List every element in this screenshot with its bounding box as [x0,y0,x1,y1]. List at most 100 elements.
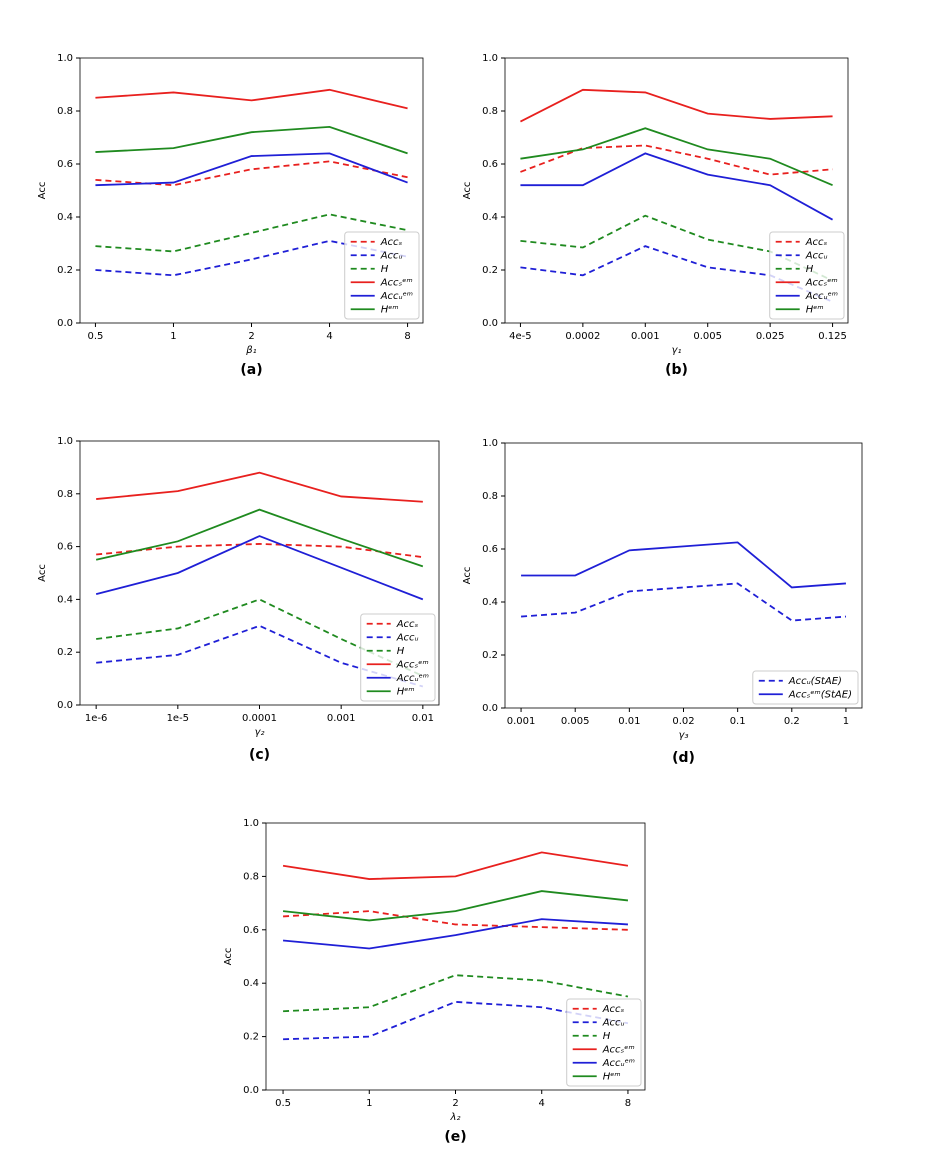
legend: Accₛ Accᵤ H Accₛᵉᵐ Accᵤᵉᵐ Hᵉᵐ [566,998,642,1087]
series-line [96,543,423,559]
caption: (e) [444,1129,466,1145]
x-tick-label: 0.0001 [242,713,277,724]
legend-label: Accᵤᵉᵐ [396,673,429,684]
y-tick-label: 0.0 [243,1085,259,1096]
y-tick-label: 0.4 [482,597,498,608]
chart: 0.0 0.2 0.4 0.6 0.8 1.0 0.001 0.005 0.01 0.02 0.1 0… [462,438,863,766]
legend-label: Accₛᵉᵐ [805,277,838,288]
legend-label: Accᵤ [380,250,403,261]
legend-label: Hᵉᵐ [381,304,399,315]
x-tick-label: 2 [248,331,254,342]
x-tick-label: 1 [366,1098,372,1109]
plot-frame [504,442,863,709]
x-tick-label: 0.1 [730,716,746,727]
x-tick-label: 0.005 [561,716,590,727]
series-line [95,213,408,253]
legend-label: Accᵤᵉᵐ [380,291,413,302]
x-tick-label: 4 [539,1098,545,1109]
x-tick-label: 0.0002 [565,331,600,342]
legend-label: Accᵤ [396,632,419,643]
x-axis-label: λ₂ [450,1112,461,1123]
x-tick-label: 0.001 [507,716,536,727]
y-tick-label: 0.6 [482,159,498,170]
x-tick-label: 1 [170,331,176,342]
series-line [282,910,628,931]
y-tick-label: 0.8 [482,491,498,502]
legend-label: Accₛ [380,237,403,248]
series-line [520,582,847,622]
y-tick-label: 0.0 [482,703,498,714]
legend-label: Accᵤᵉᵐ [805,291,838,302]
legend-label: Accᵤᵉᵐ [602,1058,635,1069]
y-tick-label: 0.0 [482,318,498,329]
series-line [95,88,408,110]
x-tick-label: 1e-5 [167,713,190,724]
y-tick-label: 0.6 [57,542,73,553]
legend-label: H [397,646,405,657]
y-tick-label: 0.2 [243,1032,259,1043]
x-tick-label: 0.005 [693,331,722,342]
series-line [282,851,629,880]
x-axis-label: γ₂ [255,727,265,738]
legend-label: Accₛᵉᵐ [380,277,413,288]
y-tick-label: 0.8 [482,106,498,117]
y-axis-label: Acc [462,182,473,200]
y-tick-label: 1.0 [482,53,498,64]
series-line [283,974,629,1013]
series-line [95,125,408,155]
series-line [96,471,423,503]
y-tick-label: 0.2 [482,650,498,661]
series-line [96,598,424,677]
x-tick-label: 0.01 [618,716,640,727]
series-line [520,144,833,176]
x-tick-label: 4 [326,331,332,342]
x-tick-label: 0.001 [631,331,660,342]
legend: Accₛ Accᵤ H Accₛᵉᵐ Accᵤᵉᵐ Hᵉᵐ [360,613,436,702]
legend-box [752,670,859,705]
legend-label: Accₛᵉᵐ [602,1044,635,1055]
chart: 0.00.20.40.60.81.00.5 1 2 4 8β₁Acc(a)AccₛAcc… [37,53,424,378]
legend-label: Hᵉᵐ [603,1071,621,1082]
y-tick-label: 0.8 [243,871,259,882]
y-tick-label: 0.8 [57,489,73,500]
legend-box [360,613,436,702]
y-axis-label: Acc [223,948,234,966]
legend-label: Accₛ [805,237,828,248]
x-tick-label: 0.025 [756,331,785,342]
y-axis-label: Acc [462,567,473,585]
y-tick-label: 0.4 [57,212,73,223]
y-tick-label: 0.0 [57,700,73,711]
series-line [282,918,629,950]
x-tick-label: 0.001 [327,713,356,724]
y-tick-label: 0.0 [57,318,73,329]
chart: 0.0 0.2 0.4 0.6 0.8 1.0 1e-6 1e-5 0.0001 0.001 0.0… [37,436,440,763]
series-line [95,508,424,568]
chart: 0.00.20.40.60.81.00.5 1 2 4 8λ₂Acc(e)AccₛAcc… [223,818,646,1145]
y-tick-label: 0.6 [243,925,259,936]
x-tick-label: 2 [452,1098,458,1109]
x-tick-label: 0.01 [412,713,434,724]
legend-label: H [381,264,389,275]
y-tick-label: 1.0 [57,436,73,447]
y-tick-label: 0.2 [482,265,498,276]
x-tick-label: 0.5 [275,1098,291,1109]
legend: Accₛ Accᵤ H Accₛᵉᵐ Accᵤᵉᵐ Hᵉᵐ [769,231,845,320]
legend-label: Hᵉᵐ [397,686,415,697]
legend-label: Accᵤ(StAE) [788,676,842,687]
y-tick-label: 0.2 [57,265,73,276]
caption: (d) [672,750,695,766]
legend: Accₛ Accᵤ H Accₛᵉᵐ Accᵤᵉᵐ Hᵉᵐ [344,231,420,320]
y-tick-label: 1.0 [243,818,259,829]
series-line [520,127,833,187]
legend-label: H [603,1031,611,1042]
legend-label: Accᵤ [602,1017,625,1028]
legend-label: Accₛᵉᵐ(StAE) [788,689,852,700]
plot-frame [79,440,440,706]
x-axis-label: β₁ [245,345,256,356]
x-tick-label: 1 [843,716,849,727]
x-tick-label: 4e-5 [509,331,532,342]
legend-box [769,231,845,320]
plot-frame [265,822,646,1091]
y-tick-label: 1.0 [57,53,73,64]
